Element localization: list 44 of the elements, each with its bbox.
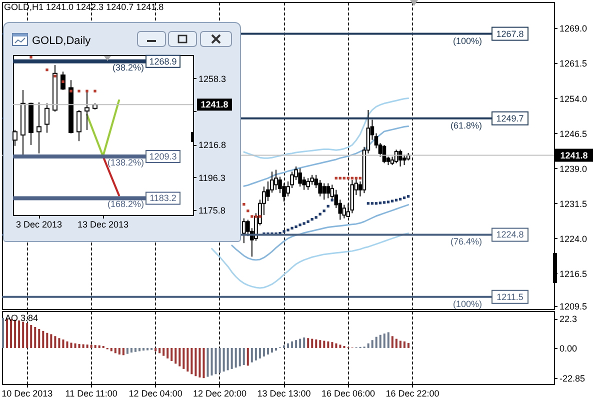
- y-tick-label: 1196.3: [198, 172, 226, 183]
- y-tick-label: -22.85: [560, 373, 586, 384]
- y-tick-label: 0.00: [560, 343, 578, 354]
- x-tick-label: 10 Dec 2013: [2, 388, 53, 398]
- x-tick-label: 16 Dec 06:00: [321, 388, 376, 398]
- x-tick-label: 11 Dec 11:00: [65, 388, 118, 398]
- x-tick-label: 3 Dec 2013: [16, 220, 62, 230]
- x-tick-label: 13 Dec 2013: [77, 220, 129, 230]
- annotation: (38.2%): [112, 62, 144, 72]
- ref-line-label: 1183.2: [150, 193, 176, 204]
- x-tick-label: 13 Dec 13:00: [257, 388, 311, 398]
- annotation: (100%): [452, 298, 482, 309]
- annotation: (168.2%): [107, 199, 144, 210]
- y-tick-label: 1258.3: [198, 74, 226, 84]
- y-tick-label: 1175.8: [198, 206, 226, 216]
- y-tick-label: 1209.5: [560, 302, 588, 312]
- ref-line-label: 1211.5: [496, 292, 524, 302]
- x-tick-label: 12 Dec 04:00: [128, 388, 182, 398]
- x-tick-label: 12 Dec 20:00: [193, 388, 247, 398]
- y-tick-label: 1239.0: [560, 164, 588, 174]
- y-tick-label: 1224.0: [560, 234, 588, 244]
- ref-line-label: 1267.8: [496, 28, 524, 39]
- chart-title: GOLD,Daily: [32, 35, 92, 47]
- y-tick-label: 1261.5: [560, 58, 588, 69]
- annotation: (138.2%): [107, 158, 144, 168]
- ref-line-label: 1209.3: [149, 152, 177, 162]
- y-tick-label: 1216.5: [560, 268, 588, 279]
- ref-line-label: 1268.9: [149, 56, 177, 66]
- y-tick-label: 1216.8: [198, 140, 226, 150]
- y-tick-label: 22.3: [560, 314, 578, 324]
- y-tick-label: 1231.5: [560, 198, 588, 209]
- y-tick-label: 1269.0: [560, 24, 588, 34]
- annotation: (100%): [452, 36, 482, 46]
- y-tick-label: 1254.0: [560, 94, 588, 104]
- x-tick-label: 16 Dec 22:00: [386, 388, 440, 398]
- ref-line-label: 1241.8: [200, 100, 228, 110]
- ref-line-label: 1249.7: [496, 113, 524, 124]
- annotation: (76.4%): [450, 236, 482, 247]
- ref-line-label: 1241.8: [560, 150, 588, 160]
- ref-line-label: 1224.8: [496, 230, 524, 240]
- chart-title: GOLD,H1 1241.0 1242.3 1240.7 1241.8: [4, 2, 164, 12]
- y-tick-label: 1246.5: [560, 128, 588, 139]
- annotation: (61.8%): [450, 120, 482, 130]
- chart-title: AO 3.84: [5, 313, 38, 323]
